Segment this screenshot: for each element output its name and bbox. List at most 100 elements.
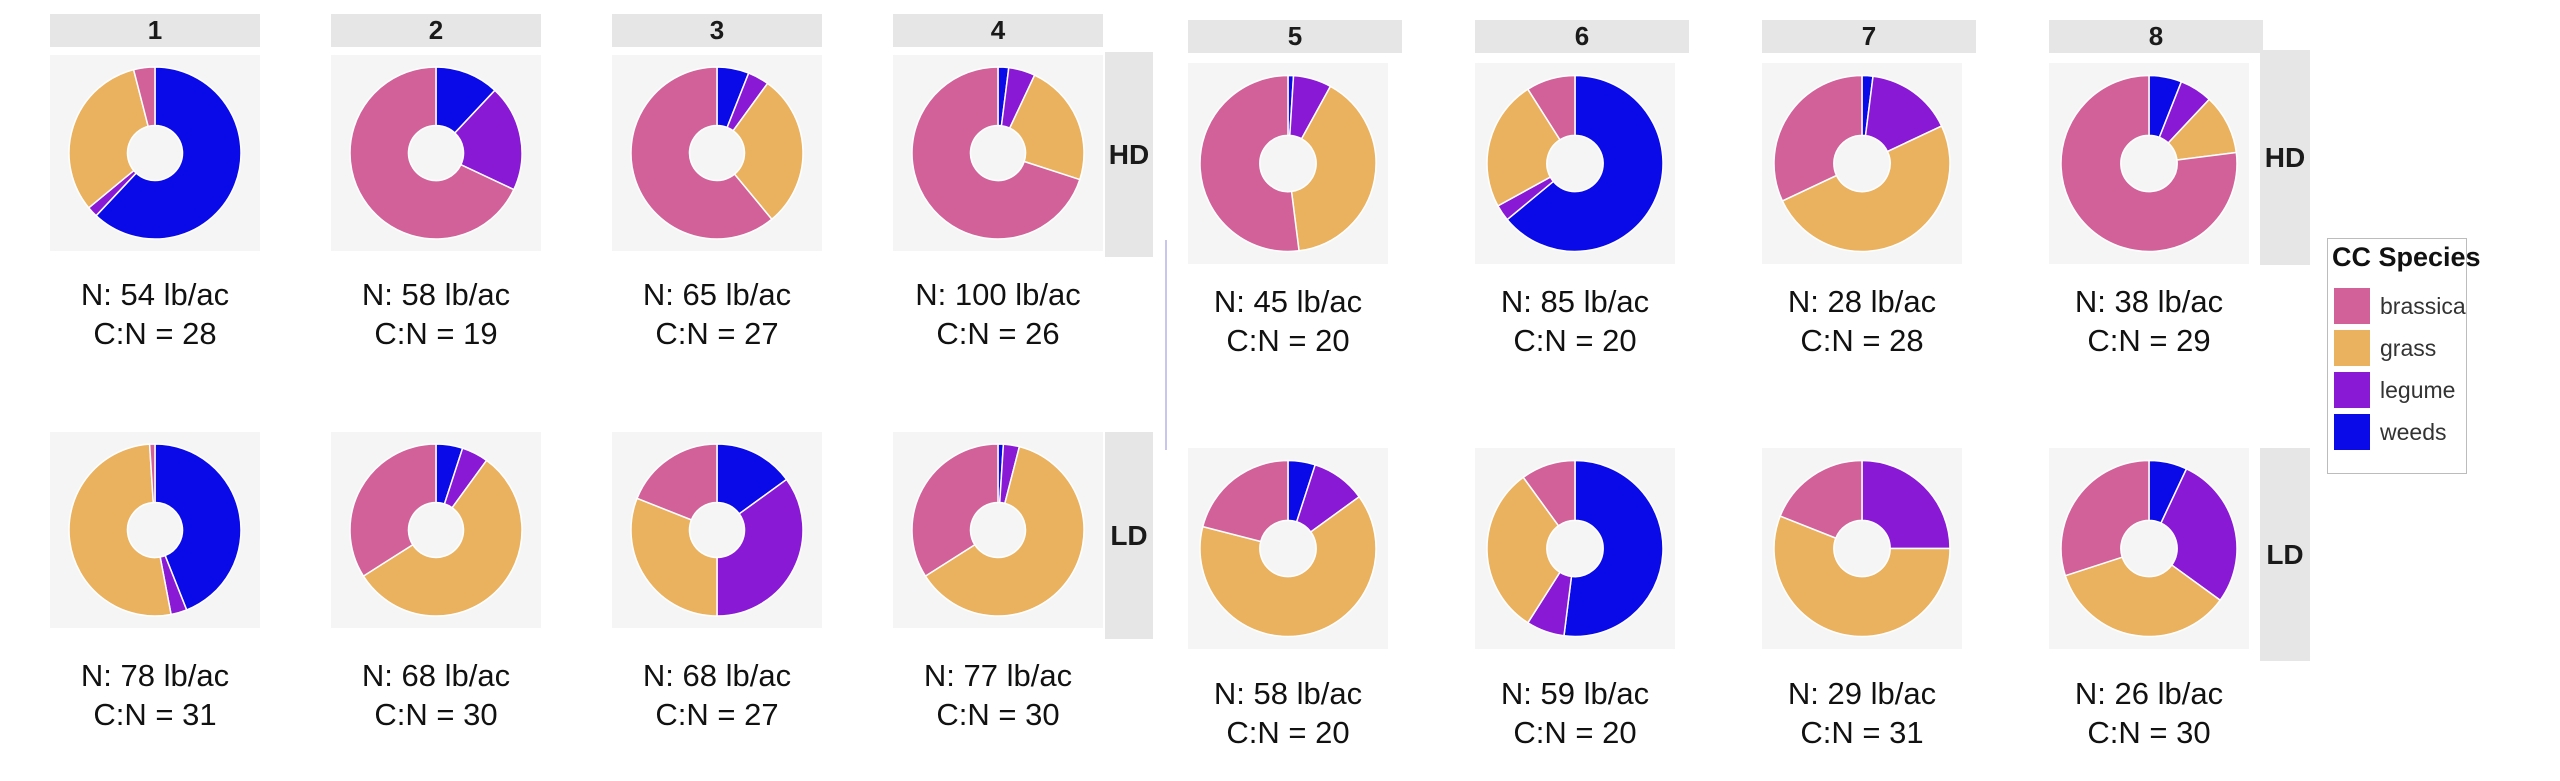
n-label-1-hd: N: 54 lb/ac xyxy=(80,277,230,312)
n-label-2-hd: N: 58 lb/ac xyxy=(361,277,511,312)
cn-label-8-hd: C:N = 29 xyxy=(2087,323,2211,358)
donut-svg-8-hd xyxy=(2049,63,2249,264)
cn-label-6-ld: C:N = 20 xyxy=(1513,715,1637,750)
donut-4-hd xyxy=(893,55,1103,251)
pie-slice-brassica xyxy=(911,443,999,578)
n-label-7-ld: N: 29 lb/ac xyxy=(1787,676,1937,711)
donut-svg-4-hd xyxy=(893,55,1103,251)
donut-svg-8-ld xyxy=(2049,448,2249,649)
donut-2-hd xyxy=(331,55,541,251)
cn-label-3-hd: C:N = 27 xyxy=(655,316,779,351)
facet-strip-1: 1 xyxy=(50,14,260,47)
donut-8-hd xyxy=(2049,63,2249,264)
legend-title: CC Species xyxy=(2332,242,2481,272)
cn-label-6-hd: C:N = 20 xyxy=(1513,323,1637,358)
cn-label-7-hd: C:N = 28 xyxy=(1800,323,1924,358)
pie-slice-brassica xyxy=(636,443,718,521)
donut-svg-7-ld xyxy=(1762,448,1962,649)
pie-slice-grass xyxy=(1486,88,1561,207)
cn-label-1-hd: C:N = 28 xyxy=(93,316,217,351)
pie-slice-brassica xyxy=(1779,459,1863,540)
donut-3-ld xyxy=(612,432,822,628)
facet-strip-6: 6 xyxy=(1475,20,1689,53)
donut-svg-3-ld xyxy=(612,432,822,628)
donut-svg-6-ld xyxy=(1475,448,1675,649)
n-label-6-ld: N: 59 lb/ac xyxy=(1500,676,1650,711)
donut-1-ld xyxy=(50,432,260,628)
cn-label-2-hd: C:N = 19 xyxy=(374,316,498,351)
pie-slice-brassica xyxy=(2060,459,2150,577)
donut-svg-7-hd xyxy=(1762,63,1962,264)
donut-8-ld xyxy=(2049,448,2249,649)
donut-svg-2-hd xyxy=(331,55,541,251)
donut-5-hd xyxy=(1188,63,1388,264)
facet-strip-8: 8 xyxy=(2049,20,2263,53)
legend-item-legume: legume xyxy=(2334,371,2455,409)
cn-label-4-hd: C:N = 26 xyxy=(936,316,1060,351)
donut-2-ld xyxy=(331,432,541,628)
legend-label-weeds: weeds xyxy=(2380,418,2447,445)
n-label-7-hd: N: 28 lb/ac xyxy=(1787,284,1937,319)
facet-strip-7: 7 xyxy=(1762,20,1976,53)
donut-svg-3-hd xyxy=(612,55,822,251)
pie-slice-weeds xyxy=(1563,459,1664,638)
cn-label-5-ld: C:N = 20 xyxy=(1226,715,1350,750)
facet-strip-3: 3 xyxy=(612,14,822,47)
pie-slice-grass xyxy=(1008,74,1085,181)
pie-slice-brassica xyxy=(911,66,1081,240)
legend-label-grass: grass xyxy=(2380,334,2437,361)
donut-7-ld xyxy=(1762,448,1962,649)
donut-svg-4-ld xyxy=(893,432,1103,628)
pie-slice-brassica xyxy=(1201,459,1289,543)
pie-slice-grass xyxy=(68,443,172,617)
pie-slice-grass xyxy=(732,82,804,221)
n-label-4-ld: N: 77 lb/ac xyxy=(923,658,1073,693)
legend-item-grass: grass xyxy=(2334,329,2436,367)
pie-slice-brassica xyxy=(349,66,515,240)
donut-3-hd xyxy=(612,55,822,251)
n-label-5-hd: N: 45 lb/ac xyxy=(1213,284,1363,319)
pie-slice-brassica xyxy=(1526,74,1576,141)
n-label-8-ld: N: 26 lb/ac xyxy=(2074,676,2224,711)
legend-item-weeds: weeds xyxy=(2334,413,2446,451)
n-label-8-hd: N: 38 lb/ac xyxy=(2074,284,2224,319)
donut-svg-5-ld xyxy=(1188,448,1388,649)
n-label-4-hd: N: 100 lb/ac xyxy=(915,277,1081,312)
n-label-3-ld: N: 68 lb/ac xyxy=(642,658,792,693)
pie-slice-grass xyxy=(924,445,1085,617)
donut-svg-5-hd xyxy=(1188,63,1388,264)
legend-label-legume: legume xyxy=(2380,376,2456,403)
pie-slice-grass xyxy=(1781,125,1951,253)
pie-slice-legume xyxy=(2159,467,2238,602)
n-label-5-ld: N: 58 lb/ac xyxy=(1213,676,1363,711)
cn-label-8-ld: C:N = 30 xyxy=(2087,715,2211,750)
pie-slice-brassica xyxy=(132,66,156,128)
facet-strip-5: 5 xyxy=(1188,20,1402,53)
pie-slice-grass xyxy=(1290,85,1377,252)
pie-slice-brassica xyxy=(1522,459,1576,527)
donut-svg-1-hd xyxy=(50,55,260,251)
row-strip-ld-2: LD xyxy=(2260,448,2310,661)
pie-slice-brassica xyxy=(630,66,773,240)
cn-label-5-hd: C:N = 20 xyxy=(1226,323,1350,358)
donut-6-hd xyxy=(1475,63,1675,264)
pie-slice-weeds xyxy=(154,443,242,611)
facet-strip-2: 2 xyxy=(331,14,541,47)
pie-slice-legume xyxy=(1861,459,1951,550)
pie-slice-brassica xyxy=(349,443,437,578)
pie-slice-weeds xyxy=(716,443,788,515)
n-label-6-hd: N: 85 lb/ac xyxy=(1500,284,1650,319)
cn-label-2-ld: C:N = 30 xyxy=(374,697,498,732)
donut-svg-2-ld xyxy=(331,432,541,628)
pie-slice-legume xyxy=(453,89,523,191)
pie-slice-grass xyxy=(2064,556,2222,638)
pie-slice-brassica xyxy=(2060,74,2238,253)
pie-slice-brassica xyxy=(148,443,156,504)
cn-label-1-ld: C:N = 31 xyxy=(93,697,217,732)
donut-svg-6-hd xyxy=(1475,63,1675,264)
legend-swatch-grass xyxy=(2334,330,2370,366)
pie-slice-legume xyxy=(716,478,804,617)
pie-slice-grass xyxy=(1486,476,1561,624)
cn-label-3-ld: C:N = 27 xyxy=(655,697,779,732)
donut-4-ld xyxy=(893,432,1103,628)
